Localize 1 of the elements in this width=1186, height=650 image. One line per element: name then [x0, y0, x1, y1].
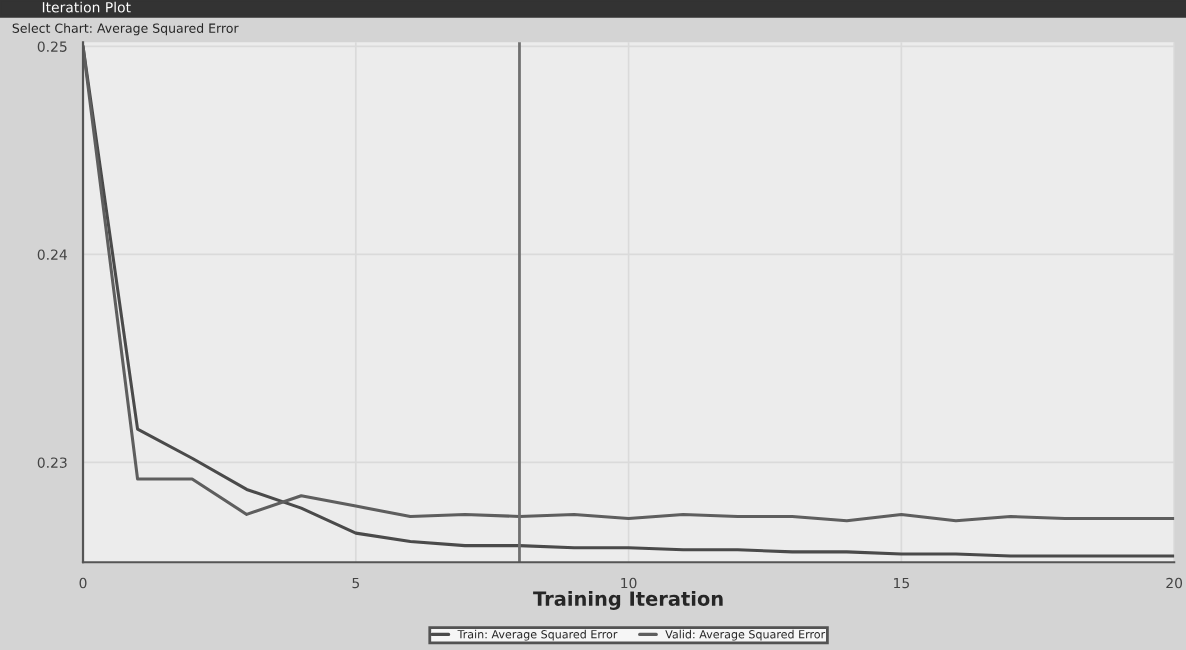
x-axis-title: Training Iteration [533, 590, 723, 610]
